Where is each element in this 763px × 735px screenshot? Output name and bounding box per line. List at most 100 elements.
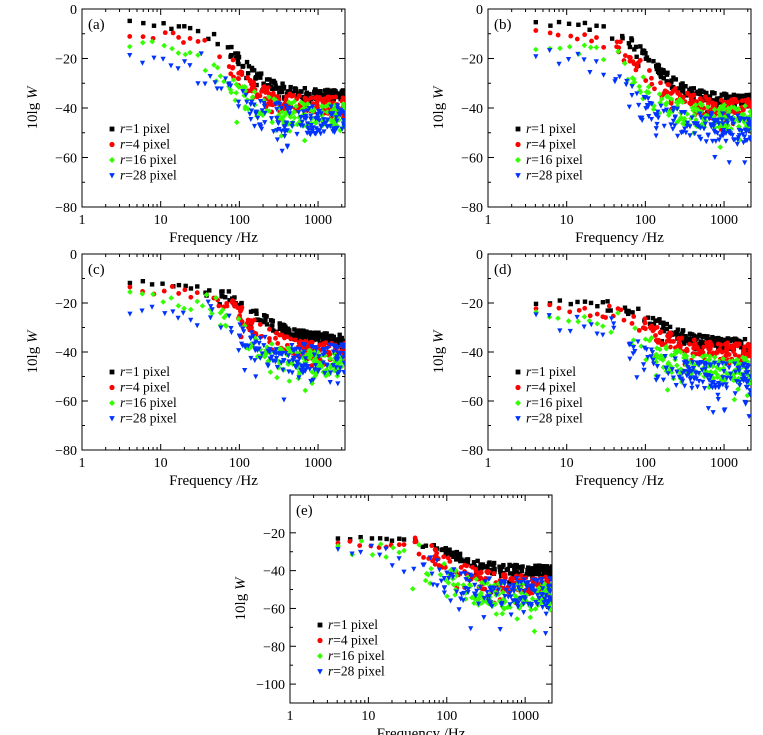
data-point xyxy=(557,45,563,52)
data-point xyxy=(334,118,340,124)
y-tick-label: −80 xyxy=(461,444,483,459)
data-point xyxy=(495,580,502,587)
data-point xyxy=(497,567,503,572)
data-point xyxy=(681,341,687,346)
data-point xyxy=(684,373,690,379)
data-point xyxy=(170,309,176,315)
data-point xyxy=(529,572,534,577)
data-point xyxy=(661,108,667,114)
data-point xyxy=(175,66,181,72)
data-point xyxy=(444,593,450,600)
data-point xyxy=(175,50,182,56)
data-point xyxy=(549,564,552,569)
data-point xyxy=(412,539,418,545)
data-point xyxy=(248,355,254,361)
legend-text: =4 pixel xyxy=(333,633,378,648)
data-point xyxy=(282,123,289,129)
data-point xyxy=(740,111,747,118)
data-point xyxy=(697,91,703,96)
data-point xyxy=(228,54,233,59)
data-point xyxy=(281,84,287,90)
data-point xyxy=(683,84,688,89)
data-point xyxy=(475,596,482,603)
data-point xyxy=(508,612,514,618)
data-point xyxy=(627,356,633,362)
legend-label: r=16 pixel xyxy=(526,395,583,410)
data-point xyxy=(735,113,741,119)
data-point xyxy=(257,336,263,342)
data-point xyxy=(181,40,186,45)
data-point xyxy=(331,334,336,340)
data-point xyxy=(518,595,524,601)
data-point xyxy=(431,557,436,563)
legend-marker xyxy=(109,173,115,179)
data-point xyxy=(290,358,296,364)
data-point xyxy=(283,120,289,126)
data-point xyxy=(640,74,647,80)
data-point xyxy=(526,565,531,570)
data-point xyxy=(715,396,721,402)
data-point xyxy=(268,84,274,89)
legend-label: r=16 pixel xyxy=(526,152,583,167)
data-point xyxy=(390,544,396,551)
data-point xyxy=(665,79,670,85)
data-point xyxy=(358,534,363,540)
data-point xyxy=(282,129,288,135)
data-point xyxy=(626,104,632,110)
data-point xyxy=(439,547,444,553)
legend-variable: r xyxy=(328,633,334,648)
data-point xyxy=(327,364,334,371)
data-point xyxy=(267,369,274,375)
data-point xyxy=(324,346,331,352)
data-point xyxy=(282,133,288,139)
data-point xyxy=(533,563,538,568)
data-point xyxy=(211,31,217,37)
data-point xyxy=(291,348,297,354)
data-point xyxy=(539,577,545,583)
data-point xyxy=(674,133,681,139)
legend-text: =4 pixel xyxy=(125,380,170,395)
data-point xyxy=(436,567,443,573)
data-point xyxy=(302,342,308,348)
data-point xyxy=(721,337,726,343)
data-point xyxy=(712,382,718,388)
data-point xyxy=(510,585,517,591)
data-point xyxy=(491,563,496,568)
data-point xyxy=(732,336,738,341)
x-tick-label: 1 xyxy=(287,709,294,724)
data-point xyxy=(264,322,270,327)
data-point xyxy=(314,103,320,108)
data-point xyxy=(245,75,251,81)
data-point xyxy=(187,49,193,56)
data-point xyxy=(636,306,641,312)
data-point xyxy=(203,290,208,295)
data-point xyxy=(692,106,699,112)
data-point xyxy=(268,116,275,122)
data-point xyxy=(248,330,255,336)
data-point xyxy=(255,115,261,121)
data-point xyxy=(567,328,573,334)
data-point xyxy=(286,111,293,117)
data-point xyxy=(278,85,284,91)
data-point xyxy=(448,567,454,573)
data-point xyxy=(653,318,658,324)
data-point xyxy=(643,50,648,56)
data-point xyxy=(140,34,146,40)
data-point xyxy=(248,108,255,114)
data-point xyxy=(451,567,457,573)
data-point xyxy=(318,89,323,94)
data-point xyxy=(500,572,506,578)
data-point xyxy=(735,106,742,112)
data-point xyxy=(377,552,383,558)
scatter-points xyxy=(533,298,751,420)
data-point xyxy=(654,121,660,127)
data-point xyxy=(278,128,285,134)
legend-marker xyxy=(515,173,521,179)
data-point xyxy=(236,348,242,354)
data-point xyxy=(543,611,549,617)
data-point xyxy=(679,332,685,338)
chart-panel: 1 10 100 1000 −80 −60 −40 −20 0 Frequency /Hz 10lg… xyxy=(431,248,752,489)
data-point xyxy=(429,543,435,549)
data-point xyxy=(534,592,541,598)
data-point xyxy=(645,104,651,110)
